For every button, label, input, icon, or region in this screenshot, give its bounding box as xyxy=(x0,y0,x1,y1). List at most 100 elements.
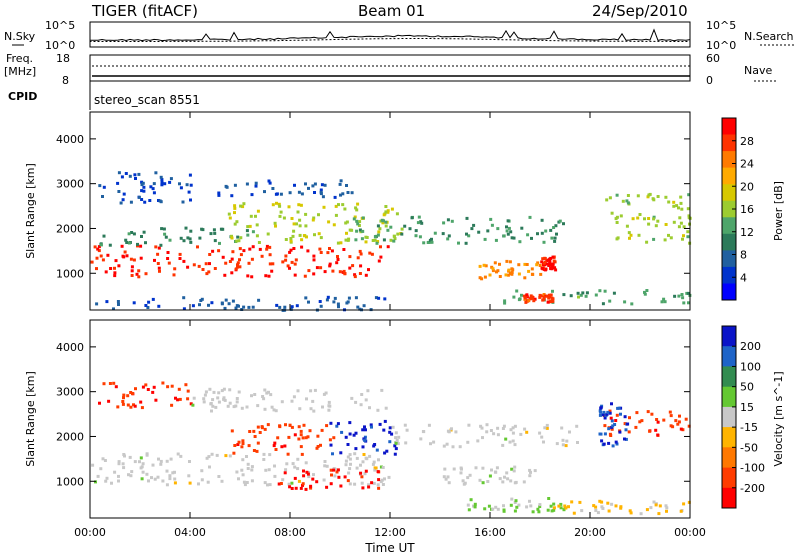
heatmap-cell xyxy=(117,474,120,478)
heatmap-cell xyxy=(237,304,240,308)
heatmap-cell xyxy=(235,397,239,400)
heatmap-cell xyxy=(625,224,629,228)
heatmap-cell xyxy=(685,291,689,295)
heatmap-cell xyxy=(328,264,332,268)
heatmap-cell xyxy=(672,204,676,208)
x-tick-label: 00:00 xyxy=(674,526,706,539)
heatmap-cell xyxy=(236,265,239,269)
heatmap-cell xyxy=(291,462,295,466)
heatmap-cell xyxy=(217,400,221,404)
heatmap-cell xyxy=(652,215,656,219)
heatmap-cell xyxy=(203,393,207,397)
heatmap-cell xyxy=(611,424,615,428)
heatmap-cell xyxy=(341,203,345,207)
heatmap-cell xyxy=(129,474,133,478)
heatmap-cell xyxy=(358,228,362,232)
heatmap-cell xyxy=(165,483,169,487)
heatmap-cell xyxy=(322,392,326,396)
heatmap-cell xyxy=(239,204,243,208)
heatmap-cell xyxy=(679,427,683,431)
heatmap-cell xyxy=(328,438,332,442)
heatmap-cell xyxy=(483,237,487,241)
heatmap-cell xyxy=(231,299,235,303)
heatmap-cell xyxy=(236,443,240,446)
heatmap-cell xyxy=(267,274,271,278)
heatmap-cell xyxy=(545,294,549,298)
heatmap-cell xyxy=(386,209,390,213)
heatmap-cell xyxy=(491,507,495,511)
heatmap-cell xyxy=(362,304,366,308)
heatmap-cell xyxy=(367,485,371,489)
heatmap-cell xyxy=(306,249,310,253)
heatmap-cell xyxy=(160,227,164,231)
heatmap-cell xyxy=(496,433,500,437)
heatmap-cell xyxy=(491,269,495,273)
heatmap-cell xyxy=(230,194,234,198)
heatmap-cell xyxy=(328,262,332,266)
heatmap-cell xyxy=(287,205,291,209)
heatmap-cell xyxy=(212,228,216,232)
colorbar-tick-label: 20 xyxy=(740,180,754,193)
colorbar-tick-label: 15 xyxy=(740,401,754,414)
heatmap-cell xyxy=(382,213,386,217)
heatmap-cell xyxy=(151,187,155,191)
heatmap-cell xyxy=(672,220,676,224)
heatmap-cell xyxy=(444,477,448,481)
heatmap-cell xyxy=(422,241,426,245)
heatmap-cell xyxy=(266,423,270,427)
heatmap-cell xyxy=(374,296,378,300)
heatmap-cell xyxy=(247,261,251,265)
heatmap-cell xyxy=(656,433,660,437)
heatmap-cell xyxy=(481,466,485,470)
heatmap-cell xyxy=(272,408,276,412)
heatmap-cell xyxy=(627,430,631,434)
heatmap-cell xyxy=(188,237,192,241)
heatmap-cell xyxy=(245,455,248,458)
heatmap-cell xyxy=(594,505,598,509)
heatmap-cell xyxy=(480,277,484,281)
heatmap-cell xyxy=(357,224,361,227)
heatmap-cell xyxy=(393,444,397,448)
heatmap-cell xyxy=(325,485,329,489)
heatmap-cell xyxy=(137,269,141,273)
heatmap-cell xyxy=(304,182,307,186)
heatmap-cell xyxy=(509,230,513,234)
heatmap-cell xyxy=(159,462,163,466)
heatmap-cell xyxy=(615,193,619,197)
heatmap-cell xyxy=(466,476,470,480)
heatmap-cell xyxy=(98,184,102,188)
heatmap-cell xyxy=(154,171,158,175)
heatmap-cell xyxy=(384,220,388,224)
velocity-y-ticks: 1000 2000 3000 4000 xyxy=(56,341,690,488)
heatmap-cell xyxy=(356,256,360,260)
heatmap-cell xyxy=(546,508,550,512)
heatmap-cell xyxy=(99,243,103,247)
heatmap-cell xyxy=(652,217,656,221)
heatmap-cell xyxy=(372,460,376,464)
beam-title: Beam 01 xyxy=(358,2,425,20)
heatmap-cell xyxy=(465,216,469,220)
velocity-colorbar: 200 100 50 15 -15 -50 -100 -200 xyxy=(721,325,765,509)
heatmap-cell xyxy=(364,240,368,244)
heatmap-cell xyxy=(337,305,340,309)
heatmap-cell xyxy=(316,445,320,448)
heatmap-cell xyxy=(200,469,204,473)
heatmap-cell xyxy=(638,213,642,216)
heatmap-cell xyxy=(515,505,519,509)
heatmap-cell xyxy=(329,421,333,425)
heatmap-cell xyxy=(360,481,364,485)
colorbar-swatch xyxy=(722,427,736,448)
heatmap-cell xyxy=(161,381,165,385)
heatmap-cell xyxy=(105,476,109,480)
heatmap-cell xyxy=(293,465,297,469)
heatmap-cell xyxy=(265,391,269,395)
heatmap-cell xyxy=(208,253,212,256)
heatmap-cell xyxy=(200,478,204,482)
heatmap-cell xyxy=(174,396,177,400)
heatmap-cell xyxy=(274,409,278,413)
colorbar-swatch xyxy=(722,283,736,301)
heatmap-cell xyxy=(298,218,302,222)
heatmap-cell xyxy=(376,240,380,243)
heatmap-cell xyxy=(208,262,211,266)
heatmap-cell xyxy=(161,479,165,483)
